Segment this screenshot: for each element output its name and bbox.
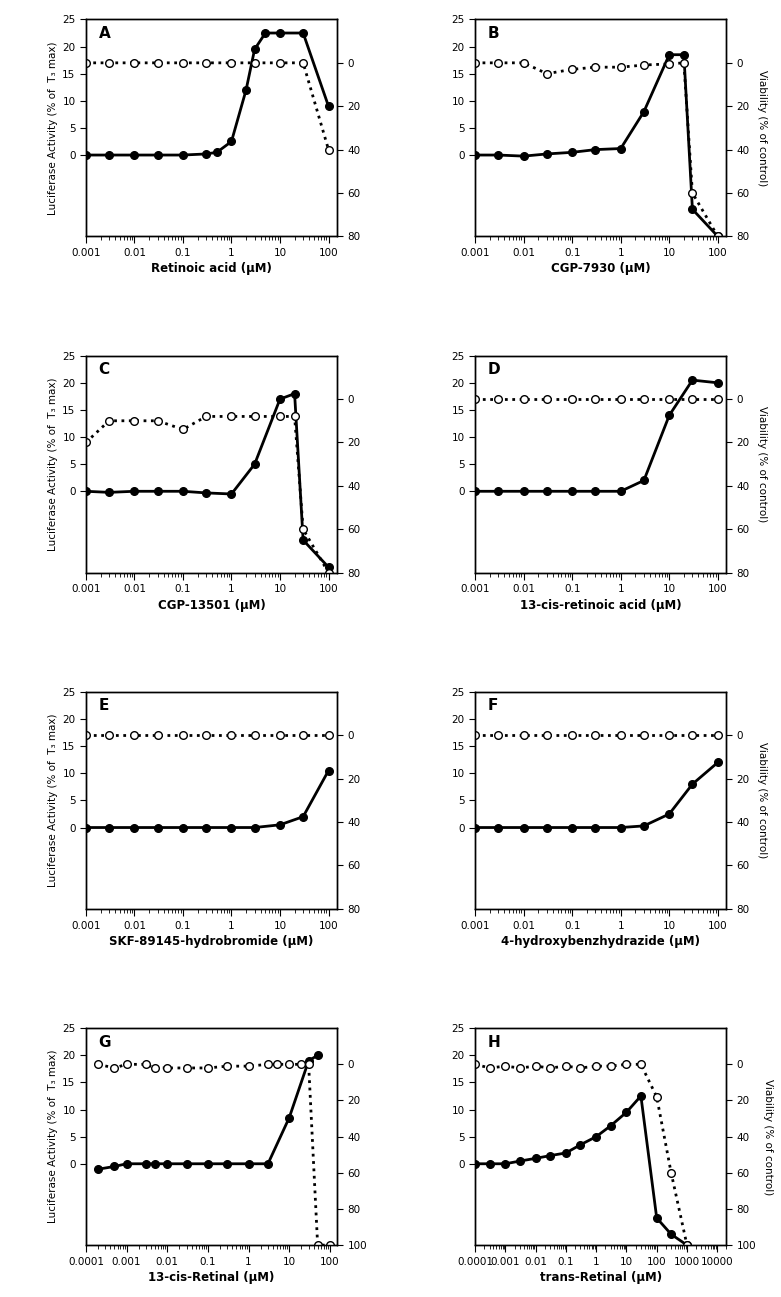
Y-axis label: Luciferase Activity (% of  T₃ max): Luciferase Activity (% of T₃ max) <box>48 42 58 215</box>
Y-axis label: Viability (% of control): Viability (% of control) <box>757 70 766 185</box>
X-axis label: 13-cis-retinoic acid (μM): 13-cis-retinoic acid (μM) <box>520 599 682 612</box>
Text: D: D <box>488 362 501 377</box>
Text: G: G <box>98 1035 111 1049</box>
Text: A: A <box>98 26 110 42</box>
Text: E: E <box>98 699 109 713</box>
X-axis label: Retinoic acid (μM): Retinoic acid (μM) <box>151 262 272 275</box>
X-axis label: SKF-89145-hydrobromide (μM): SKF-89145-hydrobromide (μM) <box>109 935 314 948</box>
Text: B: B <box>488 26 499 42</box>
X-axis label: CGP-13501 (μM): CGP-13501 (μM) <box>158 599 266 612</box>
Y-axis label: Luciferase Activity (% of  T₃ max): Luciferase Activity (% of T₃ max) <box>48 377 58 551</box>
Text: C: C <box>98 362 109 377</box>
Y-axis label: Luciferase Activity (% of  T₃ max): Luciferase Activity (% of T₃ max) <box>48 713 58 887</box>
X-axis label: trans-Retinal (μM): trans-Retinal (μM) <box>540 1271 662 1284</box>
Y-axis label: Luciferase Activity (% of  T₃ max): Luciferase Activity (% of T₃ max) <box>48 1049 58 1223</box>
X-axis label: 4-hydroxybenzhydrazide (μM): 4-hydroxybenzhydrazide (μM) <box>501 935 701 948</box>
X-axis label: 13-cis-Retinal (μM): 13-cis-Retinal (μM) <box>148 1271 275 1284</box>
Y-axis label: Viability (% of control): Viability (% of control) <box>763 1079 773 1195</box>
X-axis label: CGP-7930 (μM): CGP-7930 (μM) <box>551 262 651 275</box>
Y-axis label: Viability (% of control): Viability (% of control) <box>757 742 766 859</box>
Y-axis label: Viability (% of control): Viability (% of control) <box>757 406 766 523</box>
Text: H: H <box>488 1035 501 1049</box>
Text: F: F <box>488 699 498 713</box>
